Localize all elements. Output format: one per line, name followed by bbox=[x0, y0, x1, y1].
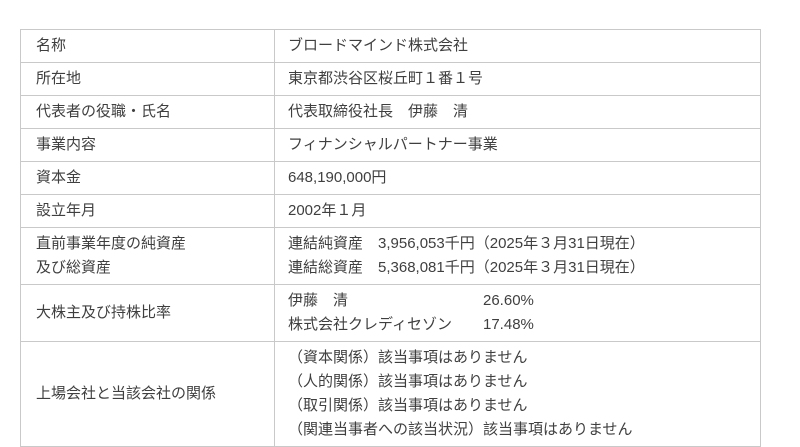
row-value: 連結純資産 3,956,053千円（2025年３月31日現在） 連結総資産 5,3… bbox=[275, 228, 760, 284]
row-label-line: 上場会社と当該会社の関係 bbox=[36, 385, 217, 402]
shareholder-ratio: 17.48% bbox=[483, 316, 534, 333]
row-value-line: ブロードマインド株式会社 bbox=[288, 37, 469, 54]
row-value-line: 648,190,000円 bbox=[288, 169, 387, 186]
row-label: 事業内容 bbox=[21, 129, 275, 161]
row-value: 648,190,000円 bbox=[275, 162, 760, 194]
row-value-line: 東京都渋谷区桜丘町１番１号 bbox=[288, 70, 484, 87]
row-value: ブロードマインド株式会社 bbox=[275, 30, 760, 62]
row-label-line: 直前事業年度の純資産 bbox=[36, 235, 187, 252]
row-label: 上場会社と当該会社の関係 bbox=[21, 342, 275, 446]
row-value: 伊藤 清 26.60% 株式会社クレディセゾン 17.48% bbox=[275, 285, 760, 341]
shareholder-name: 伊藤 清 bbox=[288, 292, 349, 309]
shareholder-name: 株式会社クレディセゾン bbox=[288, 316, 452, 333]
row-label-line: 及び総資産 bbox=[36, 259, 112, 276]
row-value-line: （関連当事者への該当状況）該当事項はありません bbox=[288, 421, 633, 438]
row-label: 直前事業年度の純資産 及び総資産 bbox=[21, 228, 275, 284]
row-label-line: 事業内容 bbox=[36, 136, 97, 153]
row-value: 2002年１月 bbox=[275, 195, 760, 227]
row-value-line: 連結総資産 5,368,081千円（2025年３月31日現在） bbox=[288, 259, 645, 276]
row-value-line: （人的関係）該当事項はありません bbox=[288, 373, 528, 390]
table-row: 資本金 648,190,000円 bbox=[21, 161, 760, 194]
row-value-line: 2002年１月 bbox=[288, 202, 367, 219]
row-value: フィナンシャルパートナー事業 bbox=[275, 129, 760, 161]
row-label-line: 設立年月 bbox=[36, 202, 97, 219]
row-label: 大株主及び持株比率 bbox=[21, 285, 275, 341]
table-row: 大株主及び持株比率 伊藤 清 26.60% 株式会社クレディセゾン 17.48% bbox=[21, 284, 760, 341]
row-label-line: 大株主及び持株比率 bbox=[36, 304, 172, 321]
table-row: 事業内容 フィナンシャルパートナー事業 bbox=[21, 128, 760, 161]
row-value: （資本関係）該当事項はありません （人的関係）該当事項はありません （取引関係）該当… bbox=[275, 342, 760, 446]
row-value: 東京都渋谷区桜丘町１番１号 bbox=[275, 63, 760, 95]
table-row: 代表者の役職・氏名 代表取締役社長 伊藤 清 bbox=[21, 95, 760, 128]
table-row: 設立年月 2002年１月 bbox=[21, 194, 760, 227]
row-value-line: （資本関係）該当事項はありません bbox=[288, 349, 528, 366]
row-label: 名称 bbox=[21, 30, 275, 62]
row-value-line: 連結純資産 3,956,053千円（2025年３月31日現在） bbox=[288, 235, 645, 252]
table-row: 直前事業年度の純資産 及び総資産 連結純資産 3,956,053千円（2025年３月… bbox=[21, 227, 760, 284]
row-label-line: 所在地 bbox=[36, 70, 82, 87]
table-row: 名称 ブロードマインド株式会社 bbox=[21, 30, 760, 62]
row-label-line: 資本金 bbox=[36, 169, 82, 186]
shareholder-line: 伊藤 清 26.60% bbox=[288, 289, 752, 313]
row-label: 代表者の役職・氏名 bbox=[21, 96, 275, 128]
company-info-table: 名称 ブロードマインド株式会社 所在地 東京都渋谷区桜丘町１番１号 代表者の役職・氏名代… bbox=[20, 29, 761, 447]
row-label: 資本金 bbox=[21, 162, 275, 194]
row-value: 代表取締役社長 伊藤 清 bbox=[275, 96, 760, 128]
row-value-line: （取引関係）該当事項はありません bbox=[288, 397, 528, 414]
row-label: 所在地 bbox=[21, 63, 275, 95]
table-row: 所在地 東京都渋谷区桜丘町１番１号 bbox=[21, 62, 760, 95]
row-label-line: 名称 bbox=[36, 37, 67, 54]
row-label-line: 代表者の役職・氏名 bbox=[36, 103, 172, 120]
shareholder-ratio: 26.60% bbox=[483, 292, 534, 309]
shareholder-line: 株式会社クレディセゾン 17.48% bbox=[288, 313, 752, 337]
row-label: 設立年月 bbox=[21, 195, 275, 227]
table-row: 上場会社と当該会社の関係 （資本関係）該当事項はありません （人的関係）該当事項はあ… bbox=[21, 341, 760, 446]
row-value-line: フィナンシャルパートナー事業 bbox=[288, 136, 498, 153]
row-value-line: 代表取締役社長 伊藤 清 bbox=[288, 103, 469, 120]
